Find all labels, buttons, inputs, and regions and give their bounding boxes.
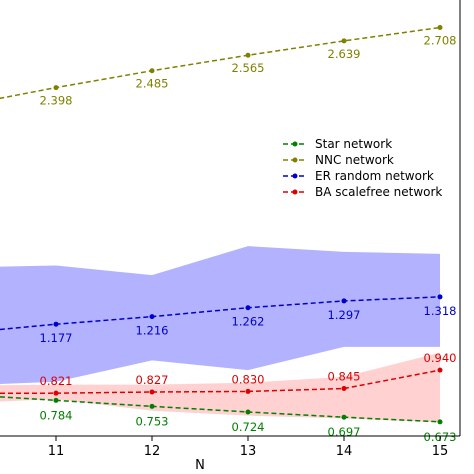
nnc-network-line — [0, 26, 441, 100]
nnc-network-point — [437, 25, 443, 31]
star-network-line — [0, 396, 441, 423]
ba-scalefree-network-point — [149, 389, 155, 395]
star-network-point — [149, 403, 155, 409]
x-axis-label: N — [195, 458, 205, 473]
nnc-network-point — [149, 68, 155, 74]
ba-scalefree-network-data-label: 0.830 — [232, 372, 265, 386]
ba-scalefree-network-point — [341, 386, 347, 392]
legend: Star network NNC network ER random network… — [283, 137, 442, 199]
star-network-legend-marker — [292, 141, 298, 147]
axes — [0, 0, 461, 437]
er-random-network-legend-marker — [292, 173, 298, 179]
er-random-network-point — [149, 314, 155, 320]
x-tick-label: 11 — [48, 444, 65, 459]
nnc-network-data-label: 2.485 — [136, 77, 169, 91]
nnc-network-point — [53, 85, 59, 91]
x-tick-label: 15 — [432, 444, 449, 459]
x-tick-label: 13 — [240, 444, 257, 459]
ba-scalefree-network-legend-marker — [292, 189, 298, 195]
series-points — [53, 25, 443, 425]
nnc-network-legend-marker — [292, 157, 298, 163]
nnc-network-legend-label: NNC network — [315, 153, 394, 167]
star-network-data-label: 0.753 — [136, 414, 169, 428]
confidence-bands — [0, 246, 440, 423]
ba-scalefree-network-data-label: 0.940 — [424, 351, 457, 365]
ba-scalefree-network-point — [245, 388, 251, 394]
nnc-network-data-label: 2.708 — [424, 34, 457, 48]
star-network-point — [245, 409, 251, 415]
star-network-point — [437, 419, 443, 425]
x-tick-label: 12 — [144, 444, 161, 459]
er-random-network-data-label: 1.177 — [40, 331, 73, 345]
x-ticks: 11 12 13 14 15 — [48, 436, 449, 459]
ba-scalefree-network-point — [437, 367, 443, 373]
ba-scalefree-network-band — [0, 352, 440, 423]
series-lines — [0, 26, 441, 423]
ba-scalefree-network-point — [53, 390, 59, 396]
ba-scalefree-network-data-label: 0.827 — [136, 373, 169, 387]
star-network-point — [53, 397, 59, 403]
er-random-network-data-label: 1.262 — [232, 315, 265, 329]
er-random-network-point — [53, 321, 59, 327]
ba-scalefree-network-legend-label: BA scalefree network — [315, 185, 442, 199]
ba-scalefree-network-data-label: 0.821 — [40, 374, 73, 388]
nnc-network-point — [245, 52, 251, 58]
ba-scalefree-network-data-label: 0.845 — [328, 370, 361, 384]
er-random-network-line — [0, 296, 441, 331]
er-random-network-band — [0, 246, 440, 385]
er-random-network-legend-label: ER random network — [315, 169, 434, 183]
star-network-data-label: 0.784 — [40, 408, 73, 422]
er-random-network-data-label: 1.297 — [328, 308, 361, 322]
nnc-network-data-label: 2.639 — [328, 47, 361, 61]
data-labels: 0.784 0.753 0.724 0.697 0.6732.3982.4852.565… — [40, 34, 457, 444]
nnc-network-data-label: 2.565 — [232, 61, 265, 75]
er-random-network-point — [437, 294, 443, 300]
er-random-network-data-label: 1.216 — [136, 324, 169, 338]
star-network-data-label: 0.724 — [232, 420, 265, 434]
star-network-legend-label: Star network — [315, 137, 392, 151]
er-random-network-point — [341, 298, 347, 304]
er-random-network-point — [245, 305, 251, 311]
nnc-network-point — [341, 38, 347, 44]
nnc-network-data-label: 2.398 — [40, 94, 73, 108]
er-random-network-data-label: 1.318 — [424, 304, 457, 318]
x-tick-label: 14 — [336, 444, 353, 459]
ba-scalefree-network-line — [0, 369, 441, 395]
star-network-point — [341, 414, 347, 420]
